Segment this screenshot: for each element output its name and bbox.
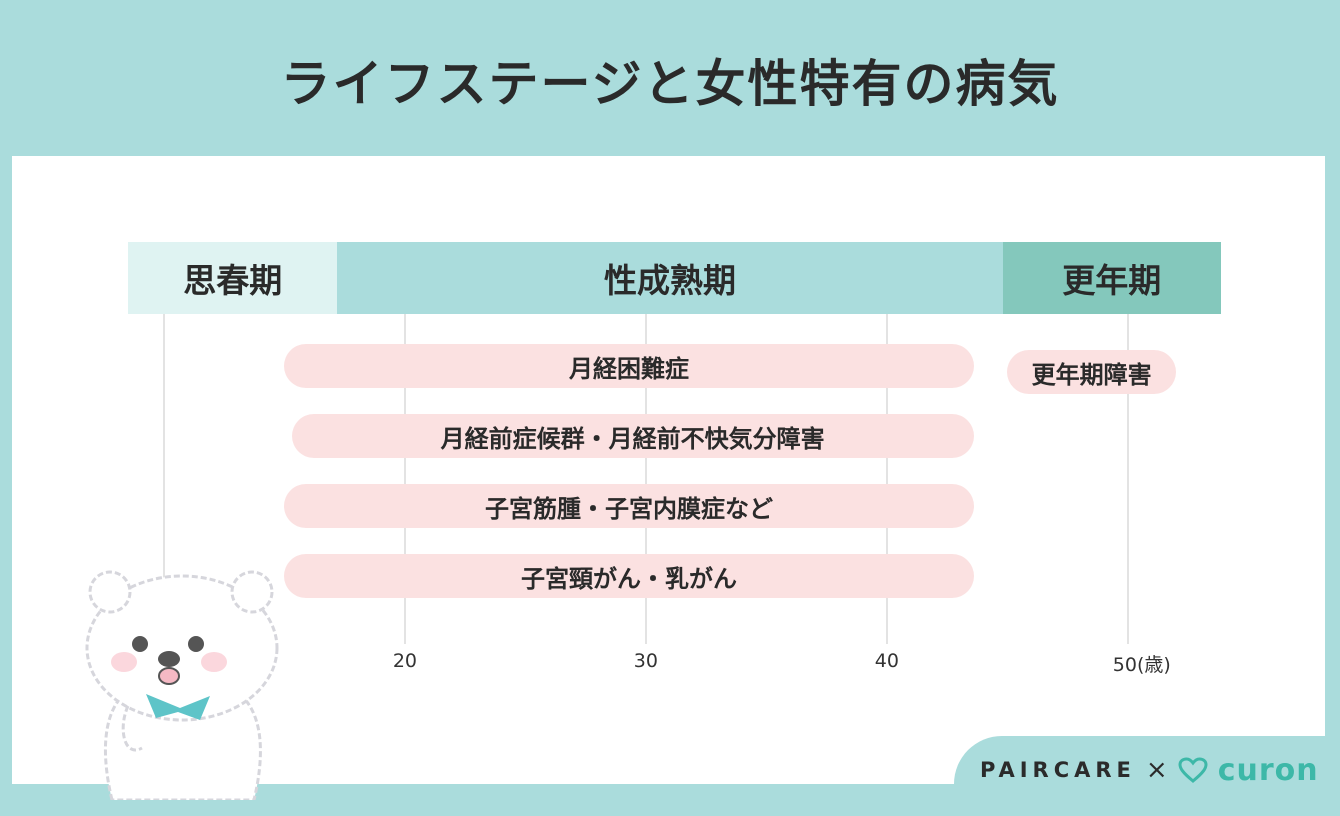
stage-band: 思春期 bbox=[128, 242, 338, 314]
stage-band: 性成熟期 bbox=[337, 242, 1003, 314]
x-tick-label: 50(歳) bbox=[1112, 654, 1171, 676]
paircare-logo: PAIRCARE bbox=[980, 758, 1136, 782]
heart-icon bbox=[1178, 757, 1208, 783]
gridline bbox=[644, 314, 647, 644]
x-tick-label: 20 bbox=[392, 650, 418, 672]
x-tick-label: 30 bbox=[633, 650, 658, 672]
brand-logos: PAIRCARE × curon bbox=[980, 752, 1319, 788]
collab-separator: × bbox=[1145, 755, 1168, 785]
stage-band: 更年期 bbox=[1002, 242, 1221, 314]
disease-bar: 子宮筋腫・子宮内膜症など bbox=[284, 484, 974, 528]
x-tick-label: 40 bbox=[874, 650, 899, 672]
gridline bbox=[885, 314, 888, 644]
gridline bbox=[403, 314, 406, 644]
disease-bar: 月経困難症 bbox=[284, 344, 974, 388]
gridline bbox=[163, 314, 165, 644]
page-title: ライフステージと女性特有の病気 bbox=[280, 55, 1060, 113]
disease-bar: 更年期障害 bbox=[1007, 350, 1176, 394]
gridline bbox=[1126, 314, 1129, 644]
polar-bear-mascot bbox=[85, 570, 279, 800]
curon-logo: curon bbox=[1217, 752, 1319, 788]
disease-bar: 月経前症候群・月経前不快気分障害 bbox=[291, 414, 974, 458]
disease-bar: 子宮頸がん・乳がん bbox=[284, 554, 974, 598]
